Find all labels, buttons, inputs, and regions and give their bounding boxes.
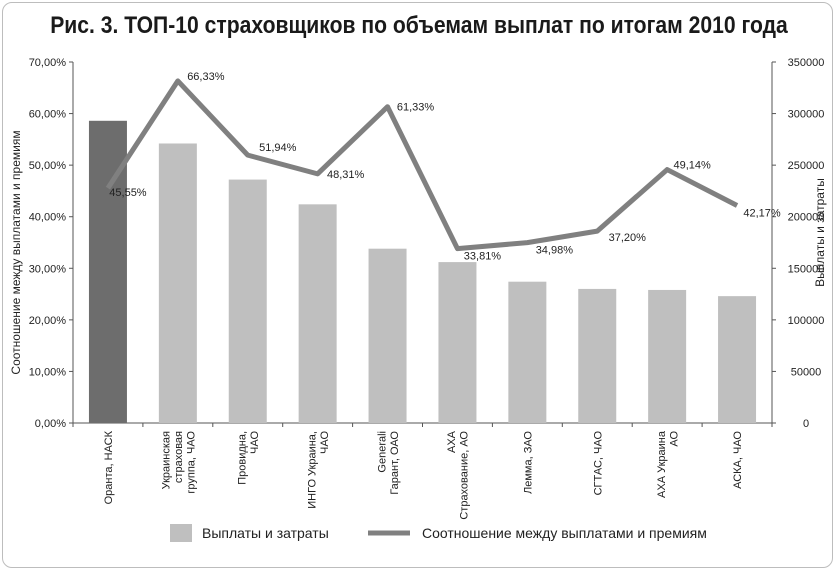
category-label-line: АХА: [446, 430, 458, 453]
right-tick-label: 200000: [788, 212, 825, 224]
data-label: 42,17%: [743, 208, 781, 220]
category-label-line: АХА Украина: [656, 430, 668, 498]
bar: [438, 262, 477, 423]
right-tick-label: 350000: [788, 57, 825, 69]
category-label-line: Гарант, ОАО: [389, 431, 401, 495]
category-label-line: ЧАО: [319, 431, 331, 454]
data-label: 45,55%: [109, 187, 147, 199]
data-label: 48,31%: [327, 169, 365, 181]
bar: [228, 179, 267, 423]
chart-title: Рис. 3. ТОП-10 страховщиков по объемам в…: [50, 12, 788, 39]
category-label-line: Generali: [376, 431, 388, 473]
bar: [368, 248, 407, 423]
category-label-line: группа, ЧАО: [185, 431, 197, 494]
category-label-line: АСКА, ЧАО: [732, 431, 744, 489]
data-label: 61,33%: [397, 102, 435, 114]
category-label-line: ЧАО: [249, 431, 261, 454]
category-label-line: АО: [668, 431, 680, 447]
category-label: ИНГО Украина, ЧАО: [306, 431, 331, 509]
category-label-line: Лемма, ЗАО: [522, 431, 534, 494]
left-tick-label: 60,00%: [29, 109, 67, 121]
bar: [158, 143, 197, 424]
legend-bar-label: Выплаты и затраты: [202, 525, 329, 541]
category-label-line: Провидна,: [237, 431, 249, 485]
left-tick-label: 10,00%: [29, 366, 67, 378]
category-label: АСКА, ЧАО: [732, 431, 744, 489]
category-label-line: Страхование, АО: [459, 431, 471, 520]
category-label-line: Украинская: [160, 431, 172, 489]
left-tick-label: 0,00%: [35, 418, 66, 430]
right-tick-label: 100000: [788, 315, 825, 327]
category-label: СГТАС, ЧАО: [592, 431, 604, 496]
right-tick-label: 0: [803, 418, 809, 430]
bar: [298, 204, 337, 423]
category-label: АХА Украина АО: [656, 430, 681, 498]
category-label: Лемма, ЗАО: [522, 431, 534, 494]
data-label: 33,81%: [464, 251, 502, 263]
left-tick-label: 30,00%: [29, 263, 67, 275]
data-label: 66,33%: [187, 71, 225, 83]
category-label: Провидна, ЧАО: [237, 431, 262, 485]
bar: [508, 281, 547, 423]
data-label: 37,20%: [609, 232, 647, 244]
bar: [648, 289, 687, 423]
category-label: Украинская страховая группа, ЧАО: [160, 431, 197, 494]
right-axis-title: Выплаты и затраты: [813, 178, 827, 287]
left-axis-title: Соотношение между выплатами и премиям: [9, 130, 23, 374]
category-label: АХА Страхование, АО: [446, 430, 471, 519]
right-tick-label: 300000: [788, 109, 825, 121]
ratio-line: [105, 78, 739, 252]
legend-line-label: Соотношение между выплатами и премиям: [422, 525, 707, 541]
left-tick-label: 20,00%: [29, 315, 67, 327]
left-tick-label: 50,00%: [29, 160, 67, 172]
data-label: 51,94%: [259, 142, 297, 154]
data-label: 49,14%: [673, 160, 711, 172]
category-label-line: СГТАС, ЧАО: [592, 431, 604, 496]
bar: [718, 296, 757, 423]
category-label-line: ИНГО Украина,: [306, 431, 318, 509]
legend-bar-swatch: [170, 524, 192, 542]
category-label-line: Оранта, НАСК: [103, 430, 115, 504]
right-tick-label: 250000: [788, 160, 825, 172]
bar: [578, 288, 617, 423]
left-tick-label: 40,00%: [29, 212, 67, 224]
right-tick-label: 50000: [791, 366, 822, 378]
left-tick-label: 70,00%: [29, 57, 67, 69]
right-tick-label: 150000: [788, 263, 825, 275]
data-label: 34,98%: [536, 245, 574, 257]
category-label: Generali Гарант, ОАО: [376, 431, 401, 495]
category-label-line: страховая: [173, 431, 185, 483]
category-label: Оранта, НАСК: [103, 430, 115, 504]
